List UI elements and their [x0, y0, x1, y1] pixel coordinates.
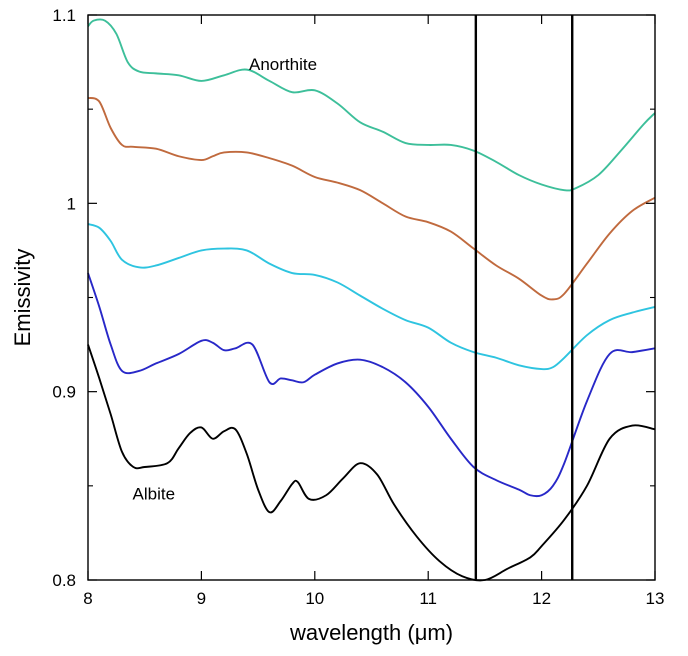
x-axis-label: wavelength (μm) — [289, 620, 453, 645]
reference-lines — [474, 15, 574, 580]
series-group — [87, 18, 656, 582]
x-tick-label-4: 12 — [532, 589, 551, 608]
y-tick-label-0: 0.8 — [52, 571, 76, 590]
series-line-2 — [87, 223, 656, 371]
annotation-anorthite: Anorthite — [249, 55, 317, 74]
x-tick-label-1: 9 — [197, 589, 206, 608]
y-tick-label-3: 1.1 — [52, 6, 76, 25]
y-tick-label-1: 0.9 — [52, 383, 76, 402]
axis-ticks — [87, 14, 656, 581]
x-tick-label-2: 10 — [305, 589, 324, 608]
y-axis-label: Emissivity — [10, 249, 35, 347]
y-tick-label-2: 1 — [67, 194, 76, 213]
x-tick-label-5: 13 — [646, 589, 665, 608]
axis-tick-labels: 8 9 10 11 12 13 0.8 0.9 1 1.1 — [52, 6, 664, 608]
series-line-3 — [87, 272, 656, 498]
series-line-1 — [87, 96, 656, 301]
annotation-albite: Albite — [133, 484, 176, 503]
series-line-4 — [87, 344, 656, 582]
x-tick-label-3: 11 — [419, 589, 437, 608]
series-line-0 — [87, 18, 656, 192]
x-tick-label-0: 8 — [83, 589, 92, 608]
